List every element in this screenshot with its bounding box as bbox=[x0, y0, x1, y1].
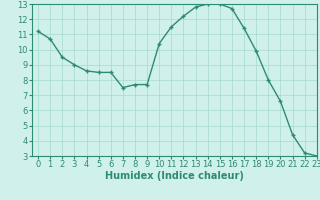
X-axis label: Humidex (Indice chaleur): Humidex (Indice chaleur) bbox=[105, 171, 244, 181]
